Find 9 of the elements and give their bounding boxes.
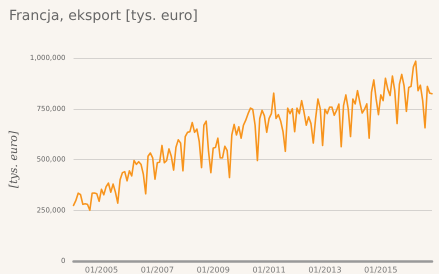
x-tick-label: 01/2013 [308, 266, 342, 274]
x-tick-label: 01/2009 [196, 266, 230, 274]
line-series [72, 60, 433, 212]
chart-title: Francja, eksport [tys. euro] [9, 8, 198, 24]
x-tick-label: 01/2011 [252, 266, 286, 274]
x-tick-label: 01/2005 [84, 266, 118, 274]
y-axis-title: [tys. euro] [7, 130, 20, 188]
x-tick-label: 01/2015 [364, 266, 398, 274]
x-tick-label: 01/2007 [140, 266, 174, 274]
